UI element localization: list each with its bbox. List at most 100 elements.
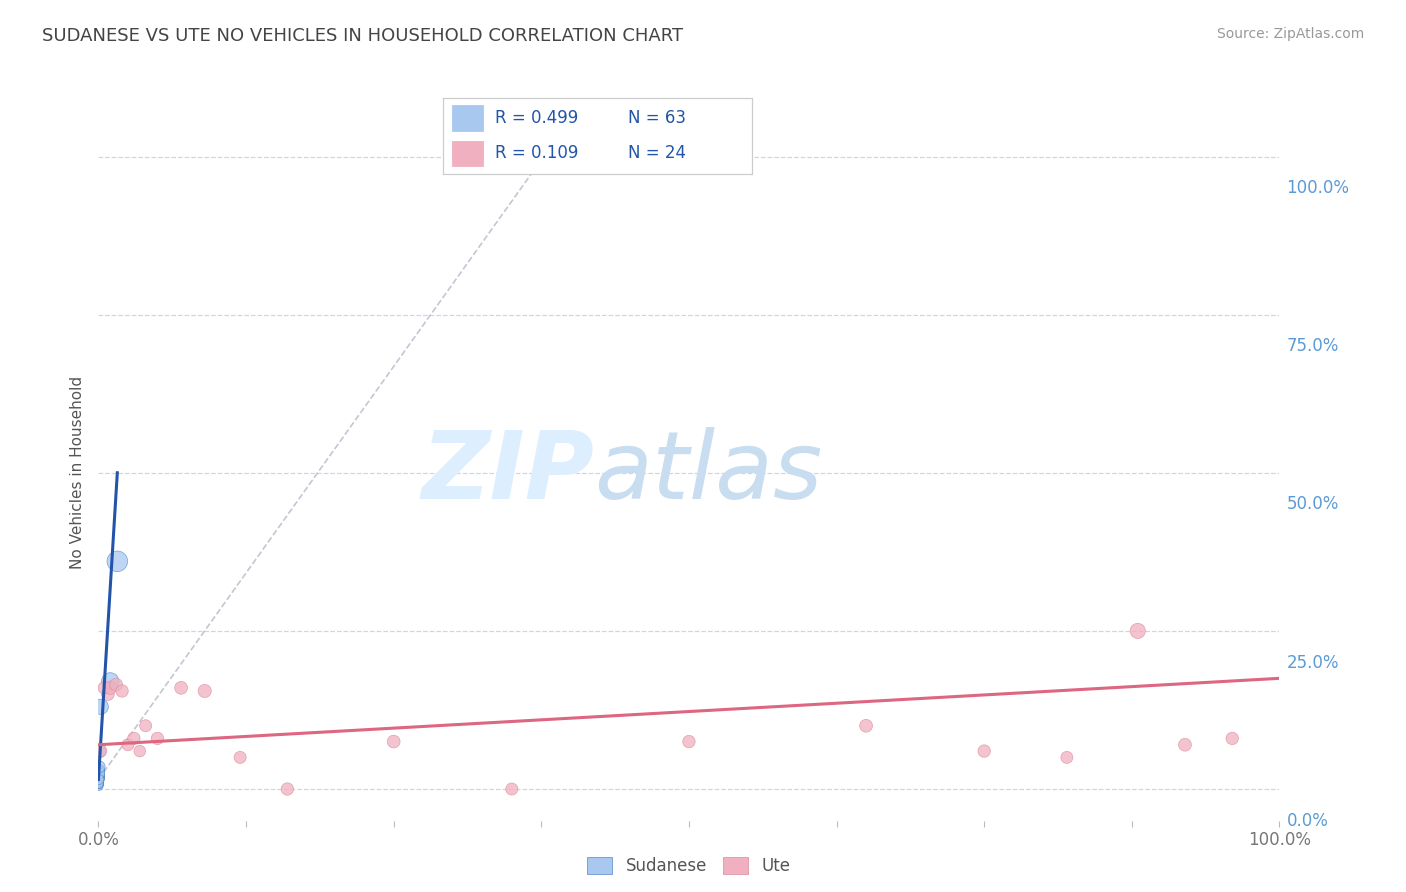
Point	[87, 763, 110, 777]
Point	[87, 769, 110, 783]
Legend: Sudanese, Ute: Sudanese, Ute	[581, 850, 797, 882]
Point	[87, 772, 110, 787]
Point	[87, 772, 110, 787]
Point	[87, 775, 110, 789]
Point	[122, 731, 145, 746]
Point	[87, 775, 110, 789]
Point	[87, 769, 110, 783]
Text: 0.0%: 0.0%	[1286, 812, 1329, 830]
Point	[87, 766, 110, 780]
Point	[89, 744, 111, 758]
Point	[87, 768, 110, 782]
Point	[973, 744, 995, 758]
Text: SUDANESE VS UTE NO VEHICLES IN HOUSEHOLD CORRELATION CHART: SUDANESE VS UTE NO VEHICLES IN HOUSEHOLD…	[42, 27, 683, 45]
Point	[678, 734, 700, 748]
Text: Source: ZipAtlas.com: Source: ZipAtlas.com	[1216, 27, 1364, 41]
Point	[98, 674, 121, 689]
Point	[87, 772, 110, 787]
Point	[87, 772, 110, 787]
Point	[87, 775, 110, 789]
Point	[111, 684, 134, 698]
Point	[87, 768, 110, 782]
Point	[87, 768, 110, 782]
Point	[855, 719, 877, 733]
Text: N = 63: N = 63	[628, 109, 686, 127]
Text: R = 0.499: R = 0.499	[495, 109, 579, 127]
Point	[1126, 624, 1149, 638]
Point	[87, 766, 110, 780]
Point	[501, 782, 523, 797]
Text: N = 24: N = 24	[628, 145, 686, 162]
Point	[128, 744, 150, 758]
Point	[87, 766, 110, 780]
Point	[87, 775, 110, 789]
Point	[87, 774, 110, 789]
Point	[87, 772, 110, 787]
Point	[87, 772, 110, 787]
Text: atlas: atlas	[595, 427, 823, 518]
Point	[87, 769, 110, 783]
Point	[87, 766, 110, 780]
Point	[87, 768, 110, 782]
Point	[87, 774, 110, 789]
Point	[87, 777, 110, 791]
Point	[87, 772, 110, 787]
Point	[87, 774, 110, 789]
Text: 100.0%: 100.0%	[1286, 179, 1350, 197]
Point	[117, 738, 139, 752]
Point	[87, 779, 110, 793]
Point	[87, 775, 110, 789]
Point	[87, 775, 110, 789]
Point	[1174, 738, 1197, 752]
Point	[87, 775, 110, 789]
Bar	[453, 105, 484, 131]
Point	[87, 771, 110, 785]
Point	[87, 769, 110, 783]
Point	[87, 771, 110, 785]
Point	[87, 771, 110, 785]
Point	[1056, 750, 1078, 764]
Point	[90, 699, 112, 714]
Point	[87, 772, 110, 787]
Point	[382, 734, 405, 748]
Point	[87, 768, 110, 782]
Point	[87, 772, 110, 787]
Point	[87, 772, 110, 787]
Text: ZIP: ZIP	[422, 426, 595, 519]
Point	[105, 554, 128, 568]
Point	[87, 777, 110, 791]
Point	[97, 687, 120, 701]
Point	[87, 777, 110, 791]
Bar	[453, 141, 484, 166]
Point	[87, 772, 110, 787]
Point	[276, 782, 298, 797]
Text: 75.0%: 75.0%	[1286, 337, 1339, 355]
Point	[170, 681, 193, 695]
Point	[135, 719, 157, 733]
Point	[87, 772, 110, 787]
Point	[87, 771, 110, 785]
Point	[87, 777, 110, 791]
Point	[87, 777, 110, 791]
Point	[87, 777, 110, 791]
Point	[146, 731, 169, 746]
Text: 50.0%: 50.0%	[1286, 495, 1339, 514]
Point	[98, 681, 121, 695]
Point	[87, 769, 110, 783]
Point	[87, 766, 110, 780]
Point	[194, 684, 217, 698]
Y-axis label: No Vehicles in Household: No Vehicles in Household	[70, 376, 86, 569]
Point	[87, 766, 110, 780]
Point	[87, 774, 110, 789]
Point	[87, 769, 110, 783]
Text: 25.0%: 25.0%	[1286, 654, 1339, 672]
Point	[93, 681, 115, 695]
Point	[87, 764, 110, 779]
Point	[87, 769, 110, 783]
Text: R = 0.109: R = 0.109	[495, 145, 579, 162]
Point	[87, 777, 110, 791]
Point	[90, 744, 112, 758]
Point	[87, 760, 110, 774]
Point	[105, 678, 128, 692]
Point	[87, 764, 110, 779]
